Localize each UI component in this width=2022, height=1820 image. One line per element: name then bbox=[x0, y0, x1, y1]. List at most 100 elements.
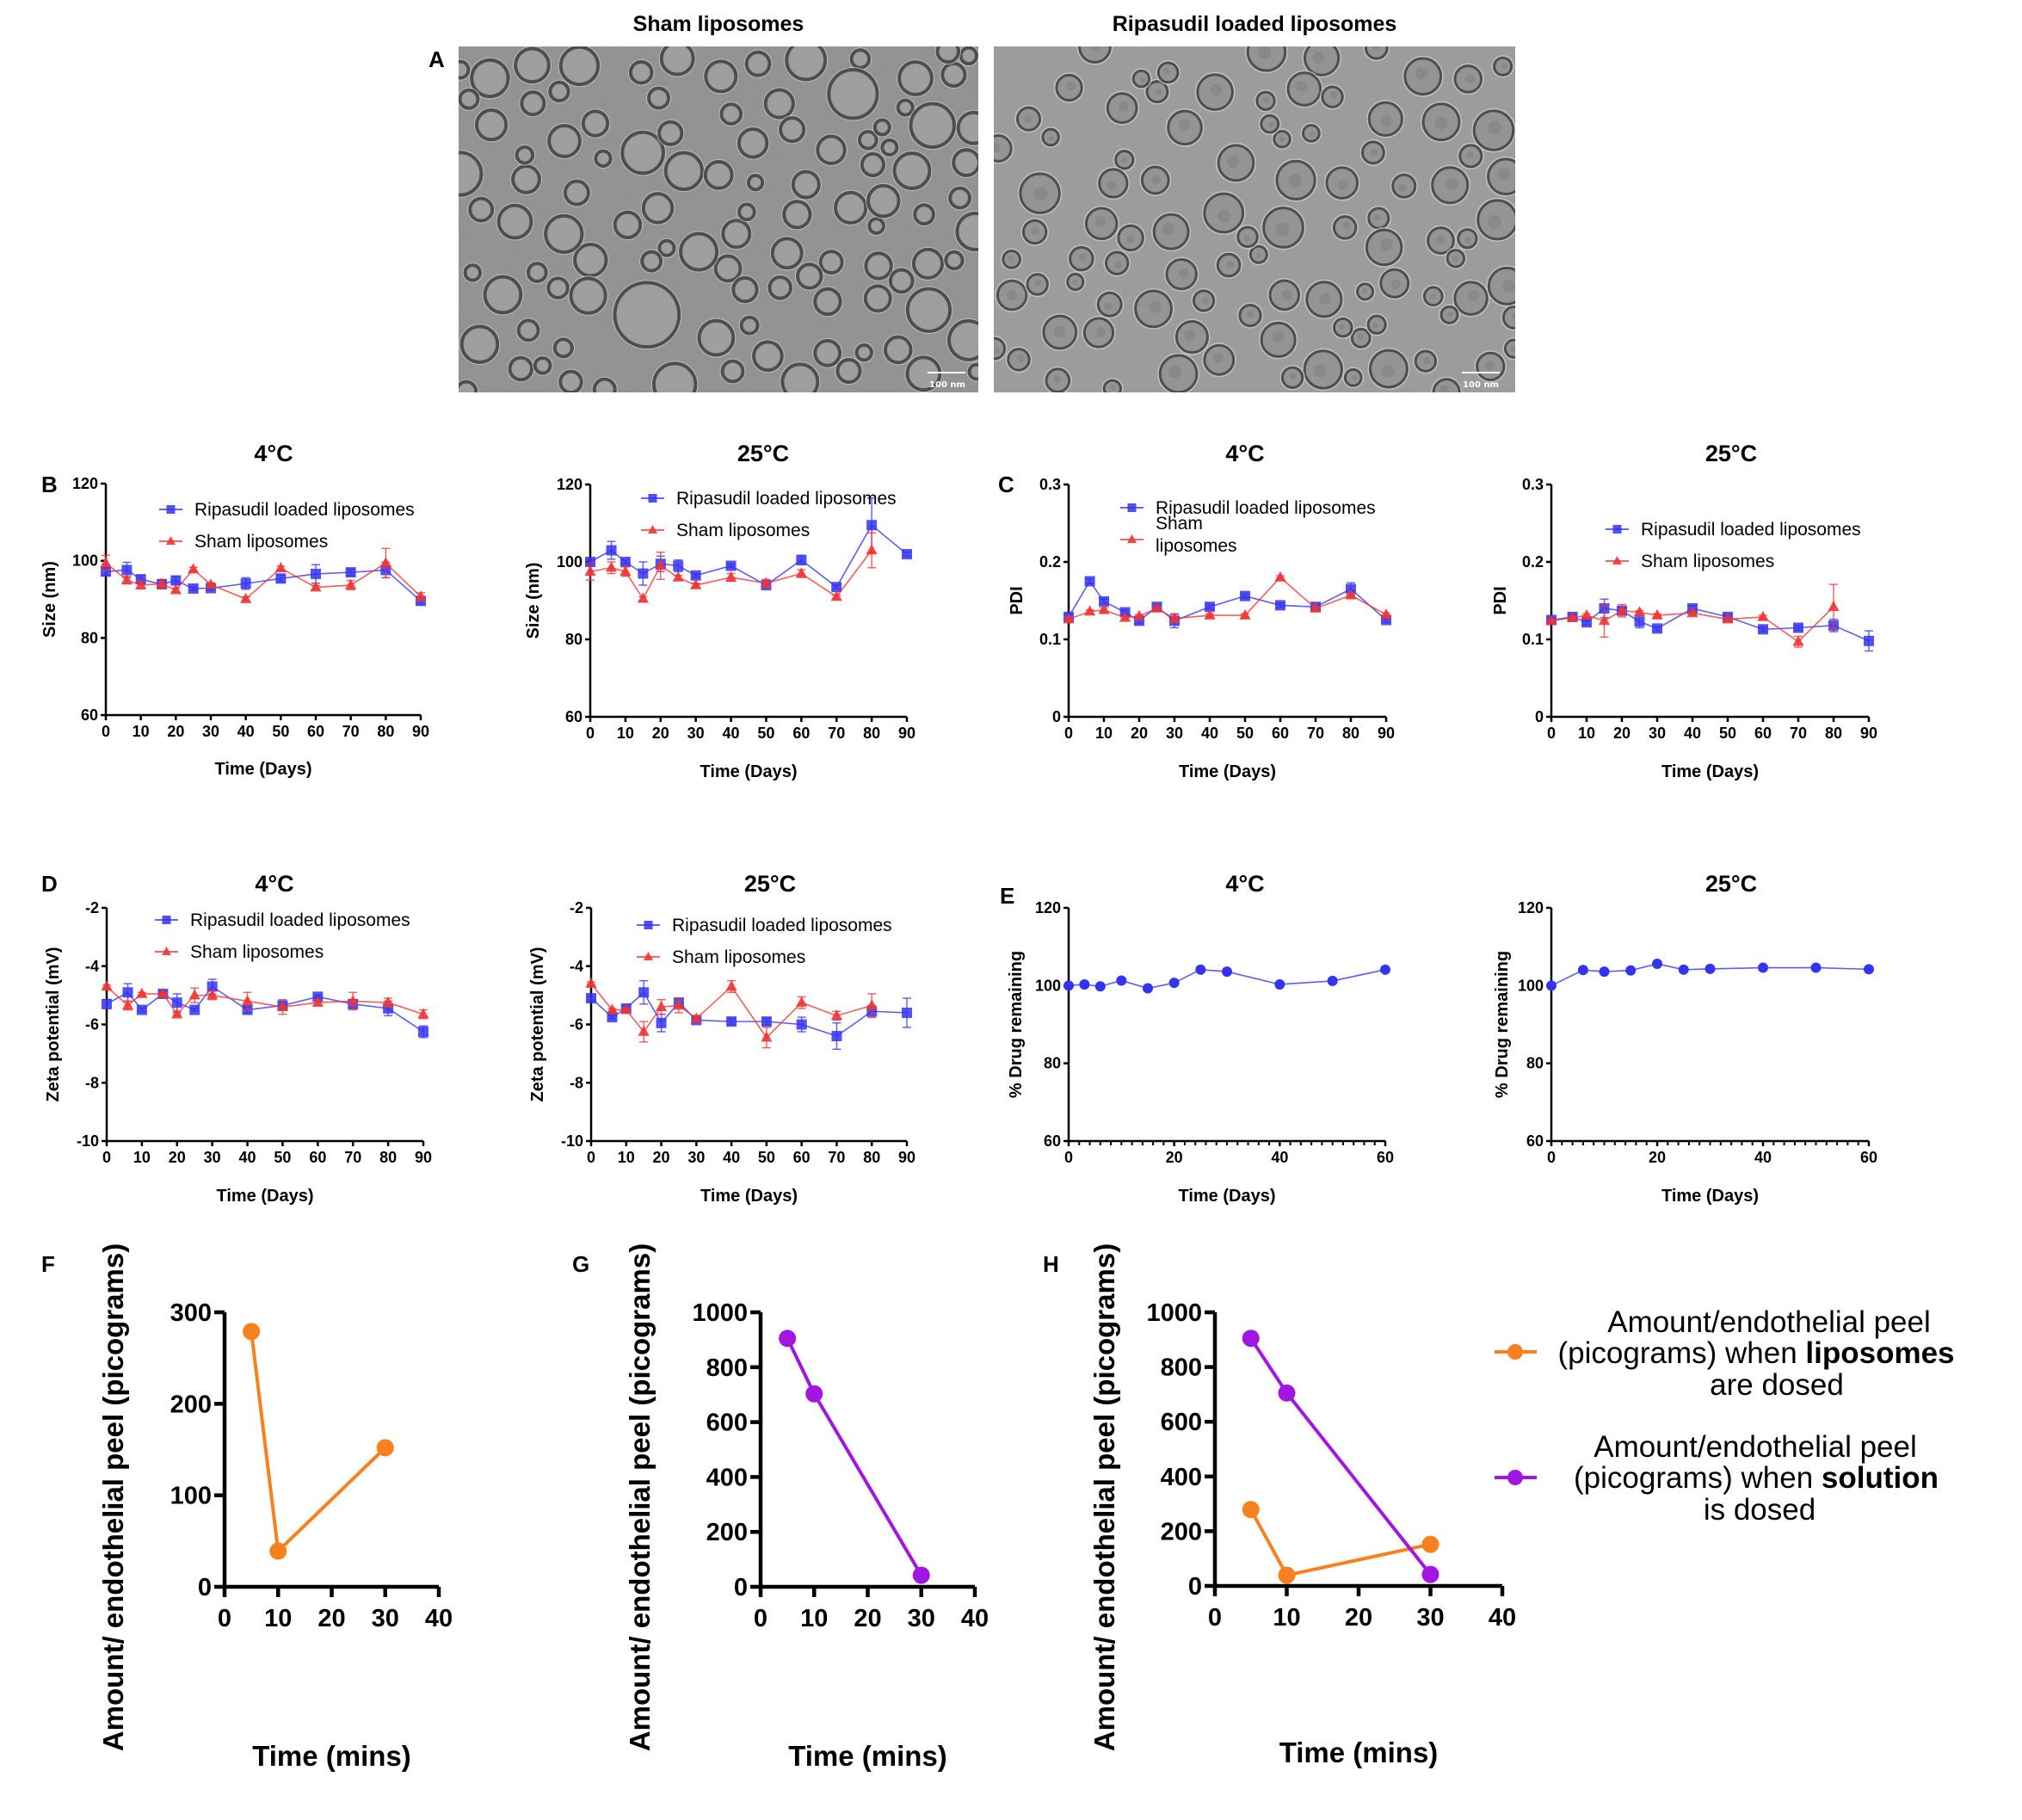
x-tick-label: 50 bbox=[758, 1149, 775, 1166]
x-axis-label: Time (Days) bbox=[1661, 762, 1759, 781]
data-point bbox=[243, 1323, 261, 1341]
legend-marker bbox=[1612, 556, 1622, 565]
x-tick-label: 50 bbox=[757, 725, 774, 742]
legend-item-loaded: Ripasudil loaded liposomes bbox=[637, 916, 892, 935]
data-point bbox=[1310, 602, 1322, 613]
x-tick-label: 10 bbox=[1578, 725, 1595, 742]
data-point bbox=[188, 563, 200, 574]
legend-label: Ripasudil loaded liposomes bbox=[1156, 498, 1376, 518]
data-point bbox=[584, 565, 596, 577]
data-point bbox=[1116, 975, 1127, 986]
x-axis-label: Time (Days) bbox=[700, 1187, 798, 1206]
series-red bbox=[1063, 571, 1392, 624]
x-tick-label: 0 bbox=[1208, 1604, 1222, 1632]
x-tick-label: 70 bbox=[828, 725, 845, 742]
data-point bbox=[1828, 601, 1840, 611]
legend-item-liposomes-dosed: Amount/endothelial peel (picograms) when… bbox=[1495, 1305, 1955, 1402]
data-point bbox=[585, 557, 595, 567]
chart-title: 25°C bbox=[1705, 441, 1757, 466]
data-point bbox=[831, 582, 842, 593]
series-blue bbox=[102, 978, 428, 1039]
x-tick-label: 60 bbox=[1377, 1149, 1394, 1166]
data-point bbox=[310, 581, 322, 592]
data-point bbox=[240, 592, 252, 603]
x-tick-label: 60 bbox=[309, 1149, 326, 1166]
x-tick-label: 0 bbox=[1064, 725, 1073, 742]
data-point bbox=[1757, 610, 1769, 621]
x-tick-label: 90 bbox=[1860, 725, 1877, 742]
y-axis-label: Amount/ endothelial peel (picograms) bbox=[97, 1243, 129, 1751]
y-tick-label: 0 bbox=[1188, 1573, 1202, 1601]
y-tick-label: 1000 bbox=[692, 1299, 748, 1327]
x-tick-label: 90 bbox=[898, 1149, 915, 1166]
legend-text-solution-bold: solution bbox=[1822, 1461, 1939, 1495]
data-point bbox=[1577, 965, 1588, 976]
data-point bbox=[1380, 608, 1392, 619]
y-tick-label: 200 bbox=[1161, 1518, 1202, 1545]
legend-item-solution-dosed: Amount/endothelial peel (picograms) when… bbox=[1495, 1430, 1939, 1527]
data-point bbox=[902, 1007, 912, 1018]
chart-title: 4°C bbox=[254, 441, 293, 466]
data-point bbox=[805, 1385, 823, 1403]
y-tick-label: -8 bbox=[85, 1074, 99, 1091]
legend-label: Ripasudil loaded liposomes bbox=[672, 916, 892, 935]
y-tick-label: 800 bbox=[1161, 1354, 1202, 1382]
data-point bbox=[1099, 595, 1109, 607]
x-axis-label: Time (Days) bbox=[1661, 1187, 1759, 1206]
data-point bbox=[796, 1019, 807, 1030]
data-point bbox=[417, 1008, 429, 1019]
legend-marker bbox=[648, 525, 657, 534]
data-point bbox=[620, 557, 631, 567]
data-point bbox=[796, 996, 808, 1007]
x-tick-label: 30 bbox=[1166, 725, 1183, 742]
data-point bbox=[135, 578, 147, 589]
legend-label: Sham liposomes bbox=[1641, 552, 1774, 571]
data-point bbox=[690, 578, 702, 589]
x-tick-label: 10 bbox=[800, 1605, 828, 1632]
legend: Ripasudil loaded liposomes Sham liposomes bbox=[155, 910, 410, 962]
data-point bbox=[1545, 614, 1557, 626]
data-point bbox=[637, 592, 649, 603]
legend-item-sham: Sham liposomes bbox=[159, 532, 328, 552]
data-point bbox=[171, 1008, 183, 1019]
data-point bbox=[1063, 980, 1074, 991]
legend-text-liposomes-prefix: (picograms) when bbox=[1558, 1336, 1806, 1370]
data-point bbox=[1239, 608, 1251, 620]
data-point bbox=[1278, 1566, 1296, 1584]
legend-marker bbox=[1127, 534, 1137, 543]
x-tick-label: 30 bbox=[372, 1605, 399, 1632]
x-tick-label: 0 bbox=[754, 1605, 767, 1632]
chart-title: 25°C bbox=[744, 871, 796, 897]
data-point bbox=[382, 996, 394, 1007]
data-point bbox=[136, 987, 148, 998]
data-point bbox=[1327, 975, 1338, 986]
x-tick-label: 60 bbox=[1272, 725, 1289, 742]
y-tick-label: 800 bbox=[706, 1354, 748, 1382]
data-point bbox=[1275, 600, 1285, 611]
data-point bbox=[779, 1330, 797, 1348]
panel-letter: D bbox=[41, 871, 58, 897]
y-tick-label: 80 bbox=[1526, 1055, 1544, 1072]
series-blue bbox=[1063, 576, 1391, 629]
series-line bbox=[105, 569, 422, 602]
y-tick-label: 120 bbox=[72, 475, 98, 492]
legend-text-liposomes-line1: Amount/endothelial peel bbox=[1607, 1305, 1931, 1339]
data-point bbox=[1686, 607, 1698, 618]
data-point bbox=[274, 561, 287, 572]
x-tick-label: 40 bbox=[1684, 725, 1701, 742]
chart-drug-remaining-4c: 4°C E 60 80 100 120 0 20 40 60 Time (Days) % Drug r… bbox=[1000, 871, 1394, 1206]
x-tick-label: 20 bbox=[1649, 1149, 1666, 1166]
data-point bbox=[188, 989, 200, 1000]
y-tick-label: 60 bbox=[1526, 1132, 1544, 1150]
legend-text-liposomes-line3: are dosed bbox=[1710, 1368, 1844, 1402]
x-tick-label: 0 bbox=[102, 723, 110, 740]
legend-item-loaded: Ripasudil loaded liposomes bbox=[641, 489, 897, 509]
y-axis-label: % Drug remaining bbox=[1007, 951, 1026, 1098]
y-tick-label: -6 bbox=[85, 1016, 99, 1033]
data-point bbox=[156, 577, 168, 589]
data-point bbox=[690, 570, 701, 581]
data-point bbox=[1652, 959, 1662, 970]
y-tick-label: 400 bbox=[706, 1464, 748, 1491]
panel-letter-a: A bbox=[428, 46, 445, 72]
y-tick-label: 0 bbox=[198, 1574, 212, 1601]
